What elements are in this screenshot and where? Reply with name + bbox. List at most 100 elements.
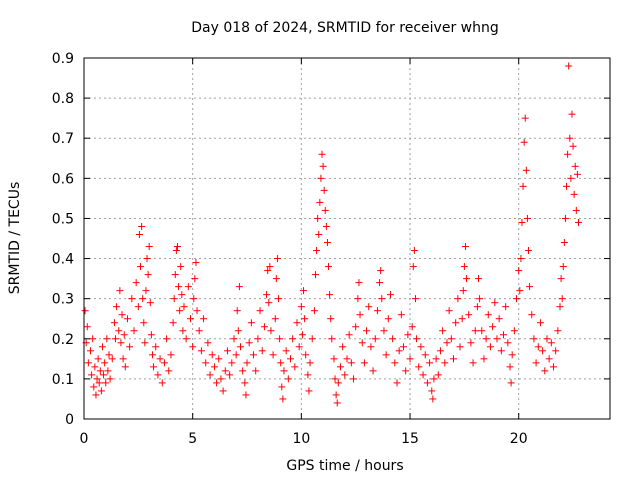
data-point xyxy=(475,275,482,283)
data-point xyxy=(265,299,273,307)
data-point xyxy=(471,327,479,335)
data-point xyxy=(115,327,123,335)
data-point xyxy=(142,287,150,295)
data-point xyxy=(389,335,397,343)
data-point xyxy=(242,391,250,399)
data-point xyxy=(226,371,234,379)
data-point xyxy=(286,355,294,363)
data-point xyxy=(473,303,481,311)
data-point xyxy=(539,347,547,355)
data-point xyxy=(147,331,155,339)
data-point xyxy=(247,319,255,327)
data-point xyxy=(173,243,181,251)
data-point xyxy=(308,335,316,343)
data-point xyxy=(97,387,105,395)
data-point xyxy=(552,347,560,355)
data-point xyxy=(300,287,308,295)
data-point xyxy=(547,339,555,347)
data-point xyxy=(206,371,214,379)
plot-frame xyxy=(83,57,611,420)
data-point xyxy=(536,319,544,327)
data-point xyxy=(408,323,416,331)
data-point xyxy=(305,387,313,395)
data-point xyxy=(89,335,97,343)
data-point xyxy=(213,379,221,387)
data-point xyxy=(345,331,353,339)
data-point xyxy=(495,315,503,323)
data-point xyxy=(543,335,551,343)
data-points xyxy=(81,62,582,407)
data-point xyxy=(135,230,143,238)
data-point xyxy=(568,110,576,118)
data-point xyxy=(343,355,351,363)
data-point xyxy=(275,295,283,303)
data-point xyxy=(284,375,292,383)
data-point xyxy=(81,307,89,315)
data-point xyxy=(187,315,195,323)
data-point xyxy=(191,275,199,283)
chart-title: Day 018 of 2024, SRMTID for receiver whn… xyxy=(191,20,499,36)
data-point xyxy=(314,214,322,222)
data-point xyxy=(573,170,581,178)
data-point xyxy=(202,359,210,367)
y-tick-label: 0.1 xyxy=(52,372,74,388)
data-point xyxy=(234,327,242,335)
data-point xyxy=(450,355,458,363)
data-point xyxy=(522,166,530,174)
data-point xyxy=(358,339,366,347)
data-point xyxy=(528,311,536,319)
data-point xyxy=(233,307,241,315)
data-point xyxy=(432,355,440,363)
data-point xyxy=(143,255,151,263)
data-point xyxy=(90,383,98,391)
data-point xyxy=(559,263,567,271)
data-point xyxy=(369,367,377,375)
data-point xyxy=(126,343,134,351)
data-point xyxy=(112,335,120,343)
data-point xyxy=(277,359,285,367)
data-point xyxy=(102,379,110,387)
data-point xyxy=(380,327,388,335)
data-point xyxy=(134,303,142,311)
data-point xyxy=(301,315,309,323)
data-point xyxy=(223,347,231,355)
data-point xyxy=(232,351,240,359)
data-point xyxy=(310,307,318,315)
data-point xyxy=(219,387,227,395)
data-point xyxy=(160,359,168,367)
data-point xyxy=(436,347,444,355)
data-point xyxy=(94,355,102,363)
data-point xyxy=(252,367,260,375)
data-point xyxy=(103,335,111,343)
data-point xyxy=(456,343,464,351)
data-point xyxy=(297,303,305,311)
data-point xyxy=(105,351,113,359)
data-point xyxy=(395,347,403,355)
data-point xyxy=(365,303,373,311)
data-point xyxy=(272,275,280,283)
data-point xyxy=(117,339,125,347)
axis-ticks xyxy=(83,57,610,420)
data-point xyxy=(572,206,580,214)
data-point xyxy=(278,383,286,391)
data-point xyxy=(91,363,99,371)
data-point xyxy=(172,247,180,255)
data-point xyxy=(508,351,516,359)
data-point xyxy=(137,263,145,271)
data-point xyxy=(264,267,272,275)
data-point xyxy=(523,214,531,222)
data-point xyxy=(339,343,347,351)
data-point xyxy=(352,323,360,331)
data-point xyxy=(452,319,460,327)
data-point xyxy=(140,319,148,327)
data-point xyxy=(169,319,177,327)
data-point xyxy=(179,327,187,335)
data-point xyxy=(497,347,505,355)
data-point xyxy=(236,343,244,351)
data-point xyxy=(334,379,342,387)
data-point xyxy=(204,339,212,347)
data-point xyxy=(176,307,184,315)
y-tick-labels: 0 0.1 0.2 0.3 0.4 0.5 0.6 0.7 0.8 0.9 xyxy=(52,51,74,428)
data-point xyxy=(217,375,225,383)
data-point xyxy=(118,311,126,319)
